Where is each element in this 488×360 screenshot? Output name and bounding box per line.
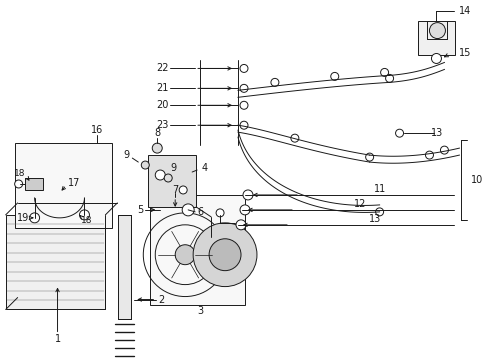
Circle shape xyxy=(243,190,252,200)
Circle shape xyxy=(216,209,224,217)
Bar xyxy=(150,195,244,305)
Circle shape xyxy=(440,146,447,154)
Text: 18: 18 xyxy=(14,168,25,177)
Text: 19: 19 xyxy=(17,213,29,223)
Text: 16: 16 xyxy=(91,125,103,135)
Circle shape xyxy=(155,170,165,180)
Circle shape xyxy=(164,174,172,182)
Bar xyxy=(118,215,131,319)
Circle shape xyxy=(240,64,247,72)
Text: 14: 14 xyxy=(458,6,470,15)
Text: 18: 18 xyxy=(81,216,92,225)
Circle shape xyxy=(15,180,22,188)
Text: 1: 1 xyxy=(54,334,61,345)
Circle shape xyxy=(428,23,445,39)
Text: 3: 3 xyxy=(197,306,203,316)
Circle shape xyxy=(240,205,249,215)
Circle shape xyxy=(270,78,278,86)
Text: 5: 5 xyxy=(137,205,143,215)
Circle shape xyxy=(385,75,393,82)
Circle shape xyxy=(425,151,432,159)
Text: 23: 23 xyxy=(156,120,168,130)
Bar xyxy=(417,21,454,55)
Circle shape xyxy=(182,204,194,216)
Circle shape xyxy=(330,72,338,80)
Bar xyxy=(15,143,112,228)
Bar xyxy=(24,178,42,190)
Bar xyxy=(6,215,105,310)
Circle shape xyxy=(240,101,247,109)
Circle shape xyxy=(193,223,256,287)
Text: 13: 13 xyxy=(430,128,443,138)
Text: 9: 9 xyxy=(170,163,176,173)
Text: 13: 13 xyxy=(368,214,380,224)
Circle shape xyxy=(80,210,89,220)
Text: 2: 2 xyxy=(158,294,164,305)
Text: 7: 7 xyxy=(172,185,178,195)
Bar xyxy=(148,155,196,207)
Text: 15: 15 xyxy=(458,49,471,58)
Text: 10: 10 xyxy=(470,175,483,185)
Text: 20: 20 xyxy=(156,100,168,110)
Circle shape xyxy=(430,54,441,63)
Text: 22: 22 xyxy=(156,63,168,73)
Text: 21: 21 xyxy=(156,84,168,93)
Circle shape xyxy=(240,84,247,92)
Circle shape xyxy=(290,134,298,142)
Circle shape xyxy=(179,186,187,194)
Circle shape xyxy=(375,208,383,216)
Text: 6: 6 xyxy=(197,207,203,217)
Circle shape xyxy=(380,68,388,76)
Circle shape xyxy=(240,121,247,129)
Circle shape xyxy=(152,143,162,153)
Text: 8: 8 xyxy=(154,128,160,138)
Text: 4: 4 xyxy=(202,163,208,173)
Circle shape xyxy=(209,239,241,271)
Text: 11: 11 xyxy=(373,184,385,194)
Text: 12: 12 xyxy=(353,199,365,209)
Circle shape xyxy=(395,129,403,137)
Circle shape xyxy=(175,245,195,265)
Circle shape xyxy=(141,161,149,169)
Text: 17: 17 xyxy=(68,178,81,188)
Circle shape xyxy=(30,213,40,223)
Circle shape xyxy=(236,220,245,230)
Circle shape xyxy=(365,153,373,161)
Text: 9: 9 xyxy=(123,150,129,160)
